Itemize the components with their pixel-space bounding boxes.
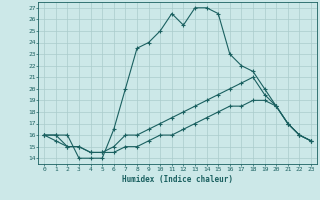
- X-axis label: Humidex (Indice chaleur): Humidex (Indice chaleur): [122, 175, 233, 184]
